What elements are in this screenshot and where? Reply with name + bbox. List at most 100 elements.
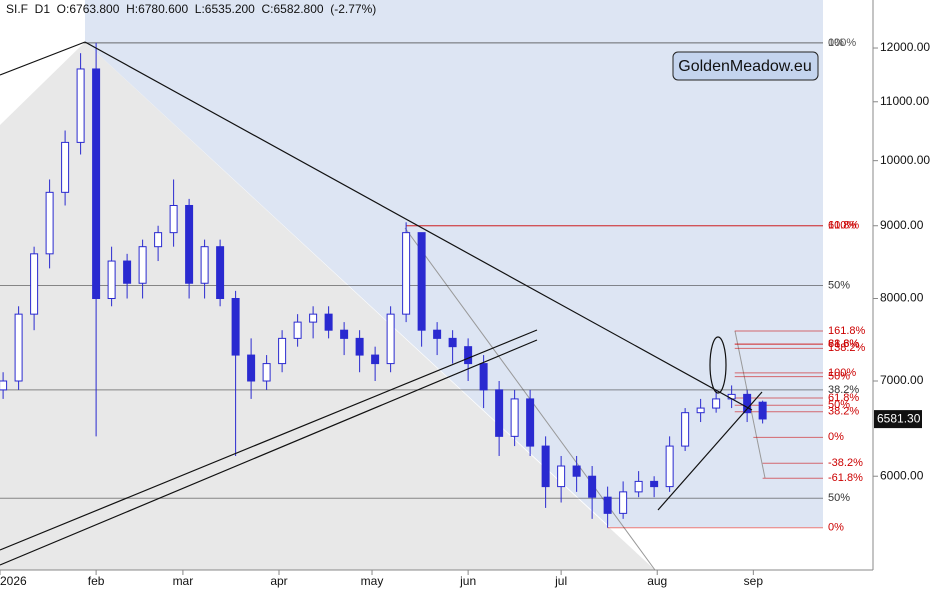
fib-label: 61.8%	[828, 338, 859, 350]
candle-body	[0, 380, 8, 391]
candle-body	[216, 246, 225, 300]
x-tick-label: jul	[554, 574, 567, 588]
fib-label: 88.6%	[828, 338, 859, 350]
fib-label: 0%	[828, 431, 844, 443]
candle-body	[76, 68, 85, 143]
fib-label: 50%	[828, 371, 850, 383]
candle-body	[262, 363, 271, 382]
candle-body	[309, 313, 318, 323]
candle-body	[278, 337, 287, 365]
candle-body	[712, 398, 721, 409]
trend-line	[0, 339, 538, 566]
candle-body	[572, 465, 581, 477]
y-tick-label: 10000.00	[880, 153, 930, 167]
candle-body	[743, 393, 752, 414]
candles	[0, 42, 767, 528]
brand-text: GoldenMeadow.eu	[678, 58, 811, 75]
fib-zone	[85, 0, 823, 527]
fib-label: -61.8%	[828, 472, 863, 484]
fib-label: 50%	[828, 492, 850, 504]
candle-body	[650, 480, 659, 488]
candle-body	[417, 232, 426, 331]
candle-body	[541, 445, 550, 488]
candle-body	[138, 246, 147, 284]
y-tick-label: 12000.00	[880, 40, 930, 54]
highlight-ellipse	[709, 336, 727, 394]
fib-label: 38.2%	[828, 406, 859, 418]
candle-body	[154, 232, 163, 248]
last-price-label: 6581.30	[877, 411, 921, 425]
header: SI.F D1 O:6763.800 H:6780.600 L:6535.200…	[6, 2, 376, 16]
candle-body	[495, 389, 504, 437]
x-tick-label: feb	[88, 574, 105, 588]
triangle-zone	[0, 42, 655, 570]
candle-body	[619, 491, 628, 514]
fib-label: -38.2%	[828, 457, 863, 469]
candle-body	[634, 480, 643, 493]
trend-line	[84, 41, 753, 411]
fib-levels: 0%100%100%61.8%50%161.8%88.6%61.8%138.2%…	[0, 37, 866, 534]
trend-line	[0, 41, 86, 76]
fib-label: 38.2%	[828, 384, 859, 396]
fib-label: 61.8%	[828, 392, 859, 404]
candle-body	[14, 313, 23, 382]
candle-body	[185, 204, 194, 284]
candle-body	[371, 354, 380, 365]
x-tick-label: jun	[459, 574, 476, 588]
fib-label: 100%	[828, 37, 856, 49]
candle-body	[61, 141, 70, 193]
candle-body	[107, 260, 116, 300]
candle-body	[681, 412, 690, 447]
fib-label: 138.2%	[828, 342, 866, 354]
candle-body	[340, 329, 349, 339]
x-tick-label: 2026	[0, 574, 27, 588]
x-tick-label: sep	[744, 574, 764, 588]
candle-body	[758, 401, 767, 420]
candle-body	[464, 346, 473, 365]
candle-body	[588, 475, 597, 498]
candle-body	[696, 407, 705, 414]
y-tick-label: 11000.00	[880, 94, 929, 108]
price-axis-bg	[873, 0, 945, 593]
candle-body	[665, 445, 674, 488]
candle-body	[557, 465, 566, 488]
fib-label: 161.8%	[828, 325, 866, 337]
y-tick-label: 8000.00	[880, 291, 924, 305]
y-tick-label: 6000.00	[880, 468, 924, 482]
candle-body	[169, 204, 178, 234]
candle-body	[355, 337, 364, 356]
candle-body	[402, 232, 411, 315]
candle-body	[526, 398, 535, 447]
last-price-box	[874, 410, 922, 429]
trend-line	[0, 329, 538, 551]
candle-body	[433, 329, 442, 339]
candle-body	[448, 337, 457, 348]
candle-body	[231, 298, 240, 356]
candle-body	[92, 68, 101, 300]
brand-badge	[672, 51, 819, 81]
candle-body	[510, 398, 519, 437]
candle-body	[45, 191, 54, 255]
y-tick-label: 9000.00	[880, 218, 924, 232]
candle-body	[247, 354, 256, 382]
trend-line	[657, 391, 763, 511]
y-tick-label: 7000.00	[880, 373, 924, 387]
fib-label: 100%	[828, 220, 856, 232]
candle-body	[200, 246, 209, 284]
candle-body	[293, 321, 302, 339]
fib-label: 50%	[828, 399, 850, 411]
candle-body	[123, 260, 132, 284]
x-tick-label: aug	[647, 574, 667, 588]
fib-label: 0%	[828, 522, 844, 534]
candle-body	[324, 313, 333, 331]
fib-label: 50%	[828, 279, 850, 291]
candle-body	[30, 253, 39, 315]
fib-label: 0%	[828, 37, 844, 49]
x-tick-label: may	[361, 574, 384, 588]
x-tick-label: apr	[270, 574, 287, 588]
candle-body	[386, 313, 395, 365]
fib-label: 61.8%	[828, 220, 859, 232]
x-tick-label: mar	[173, 574, 194, 588]
candle-body	[479, 363, 488, 391]
